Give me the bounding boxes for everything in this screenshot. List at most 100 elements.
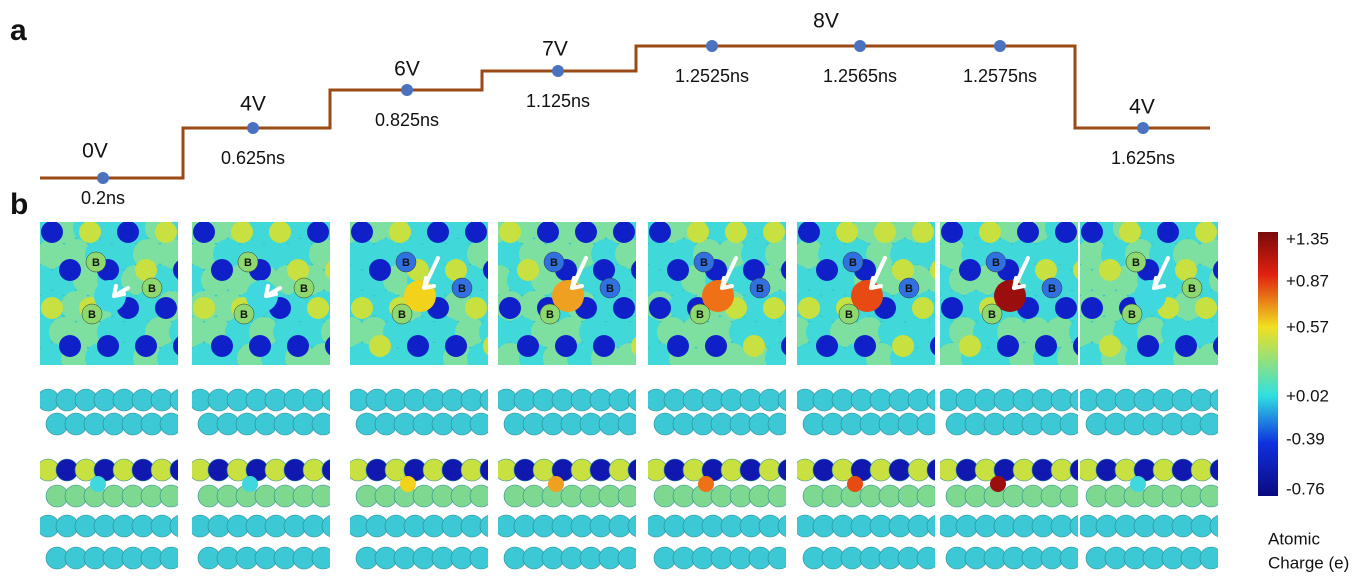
atom xyxy=(56,459,78,481)
atom xyxy=(1032,515,1054,537)
atom xyxy=(97,335,119,357)
top-view: BBB xyxy=(177,213,363,373)
atom xyxy=(151,515,173,537)
atom xyxy=(1181,413,1203,435)
atom xyxy=(763,297,785,319)
atom xyxy=(103,547,125,569)
atom xyxy=(179,547,201,569)
atom xyxy=(369,335,391,357)
atom xyxy=(615,343,645,373)
atom xyxy=(151,389,173,411)
atom xyxy=(217,413,239,435)
atom xyxy=(1013,459,1035,481)
atom xyxy=(193,297,215,319)
boron-label: B xyxy=(756,283,764,295)
atom xyxy=(113,389,135,411)
atom xyxy=(1181,485,1203,507)
atom xyxy=(914,239,944,269)
colorbar-tick-label: +0.02 xyxy=(1286,386,1329,405)
atom xyxy=(1086,547,1108,569)
colorbar-tick-label: +0.57 xyxy=(1286,317,1329,336)
atom xyxy=(1060,413,1082,435)
atom xyxy=(179,413,201,435)
atom xyxy=(249,335,271,357)
atom xyxy=(389,221,411,243)
boron-label: B xyxy=(88,309,96,321)
atom xyxy=(1086,413,1108,435)
atom xyxy=(151,459,173,481)
atom xyxy=(1119,221,1141,243)
atom xyxy=(618,547,640,569)
boron-label: B xyxy=(696,309,704,321)
side-view xyxy=(1077,389,1241,569)
atom xyxy=(325,335,347,357)
atom xyxy=(854,335,876,357)
atom xyxy=(1051,459,1073,481)
atom xyxy=(914,343,944,373)
atom xyxy=(103,485,125,507)
atom xyxy=(141,413,163,435)
atom xyxy=(208,389,230,411)
atom xyxy=(445,259,467,281)
atom xyxy=(778,459,800,481)
atom xyxy=(917,547,939,569)
colorbar-tick-label: +0.87 xyxy=(1286,271,1329,290)
center-atom xyxy=(90,476,106,492)
atom xyxy=(836,221,858,243)
atom xyxy=(1175,335,1197,357)
atom xyxy=(1096,389,1118,411)
time-point xyxy=(1137,122,1149,134)
atom xyxy=(1137,335,1159,357)
atom xyxy=(79,221,101,243)
atom xyxy=(113,459,135,481)
atom xyxy=(912,297,934,319)
atom xyxy=(132,515,154,537)
atom xyxy=(1153,389,1175,411)
panel-label: a xyxy=(10,14,27,47)
atom xyxy=(307,221,329,243)
time-point xyxy=(552,65,564,77)
panel-label: b xyxy=(10,188,28,221)
atom xyxy=(1105,413,1127,435)
atom xyxy=(1210,459,1232,481)
atom xyxy=(467,343,497,373)
boron-label: B xyxy=(244,257,252,269)
atom xyxy=(179,485,201,507)
atom xyxy=(170,459,192,481)
atom xyxy=(470,485,492,507)
atom xyxy=(59,259,81,281)
atom xyxy=(1035,259,1057,281)
boron-label: B xyxy=(148,283,156,295)
atom xyxy=(94,389,116,411)
atom xyxy=(725,221,747,243)
atom xyxy=(593,259,615,281)
atom xyxy=(160,485,182,507)
atom xyxy=(1143,547,1165,569)
atom xyxy=(173,335,195,357)
figure: a b BBBBBBBBBBBBBBBBBBBBBBBB 0V0.2ns4V0.… xyxy=(0,0,1352,576)
atom xyxy=(555,335,577,357)
time-label: 0.825ns xyxy=(375,110,439,130)
voltage-label: 7V xyxy=(542,38,568,61)
atom xyxy=(65,413,87,435)
atom xyxy=(208,459,230,481)
atom xyxy=(1105,547,1127,569)
atom xyxy=(1219,413,1241,435)
atom xyxy=(1032,459,1054,481)
atom xyxy=(1162,413,1184,435)
atom xyxy=(46,413,68,435)
atom xyxy=(1221,239,1251,269)
top-view: BBB xyxy=(25,213,211,373)
atom xyxy=(892,259,914,281)
side-view xyxy=(645,389,809,569)
atom xyxy=(1172,515,1194,537)
atom xyxy=(56,515,78,537)
atom xyxy=(1096,459,1118,481)
atom xyxy=(46,547,68,569)
time-point xyxy=(97,172,109,184)
atom xyxy=(743,335,765,357)
atom xyxy=(687,221,709,243)
atom xyxy=(84,547,106,569)
atom xyxy=(322,515,344,537)
atom xyxy=(170,389,192,411)
